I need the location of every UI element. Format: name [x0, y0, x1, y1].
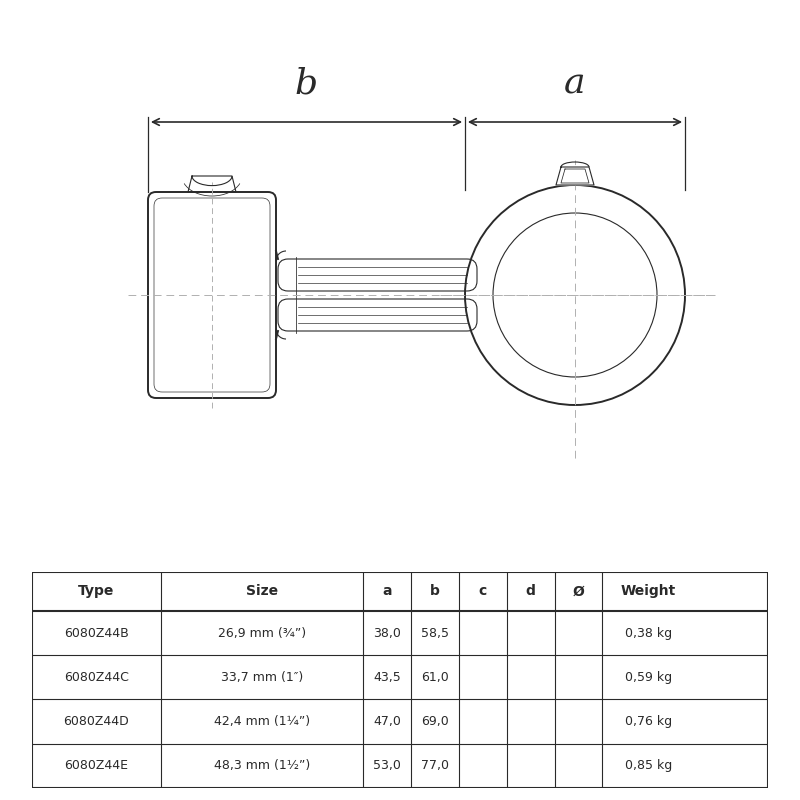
Text: 26,9 mm (¾”): 26,9 mm (¾”) — [218, 626, 306, 639]
Text: b: b — [430, 585, 440, 598]
Text: Size: Size — [246, 585, 278, 598]
Text: 33,7 mm (1″): 33,7 mm (1″) — [221, 670, 303, 684]
Text: 38,0: 38,0 — [373, 626, 401, 639]
Text: 43,5: 43,5 — [374, 670, 401, 684]
Text: 42,4 mm (1¼”): 42,4 mm (1¼”) — [214, 715, 310, 728]
Text: 0,85 kg: 0,85 kg — [625, 759, 672, 772]
Polygon shape — [556, 167, 594, 185]
Text: 47,0: 47,0 — [373, 715, 401, 728]
Text: 61,0: 61,0 — [421, 670, 449, 684]
Text: 53,0: 53,0 — [373, 759, 401, 772]
Text: 48,3 mm (1½”): 48,3 mm (1½”) — [214, 759, 310, 772]
Text: 0,38 kg: 0,38 kg — [625, 626, 672, 639]
Text: 6080Z44B: 6080Z44B — [64, 626, 129, 639]
Text: Type: Type — [78, 585, 114, 598]
Text: 69,0: 69,0 — [421, 715, 449, 728]
Text: Weight: Weight — [621, 585, 676, 598]
Text: c: c — [478, 585, 487, 598]
Text: a: a — [564, 66, 586, 100]
Text: d: d — [526, 585, 535, 598]
Text: 58,5: 58,5 — [421, 626, 449, 639]
Text: Ø: Ø — [573, 585, 585, 598]
Text: 6080Z44E: 6080Z44E — [64, 759, 128, 772]
Text: 0,59 kg: 0,59 kg — [625, 670, 672, 684]
Text: 77,0: 77,0 — [421, 759, 449, 772]
Text: 6080Z44D: 6080Z44D — [63, 715, 130, 728]
Text: 0,76 kg: 0,76 kg — [625, 715, 672, 728]
Text: b: b — [295, 66, 318, 100]
Text: 6080Z44C: 6080Z44C — [64, 670, 129, 684]
Text: a: a — [382, 585, 392, 598]
